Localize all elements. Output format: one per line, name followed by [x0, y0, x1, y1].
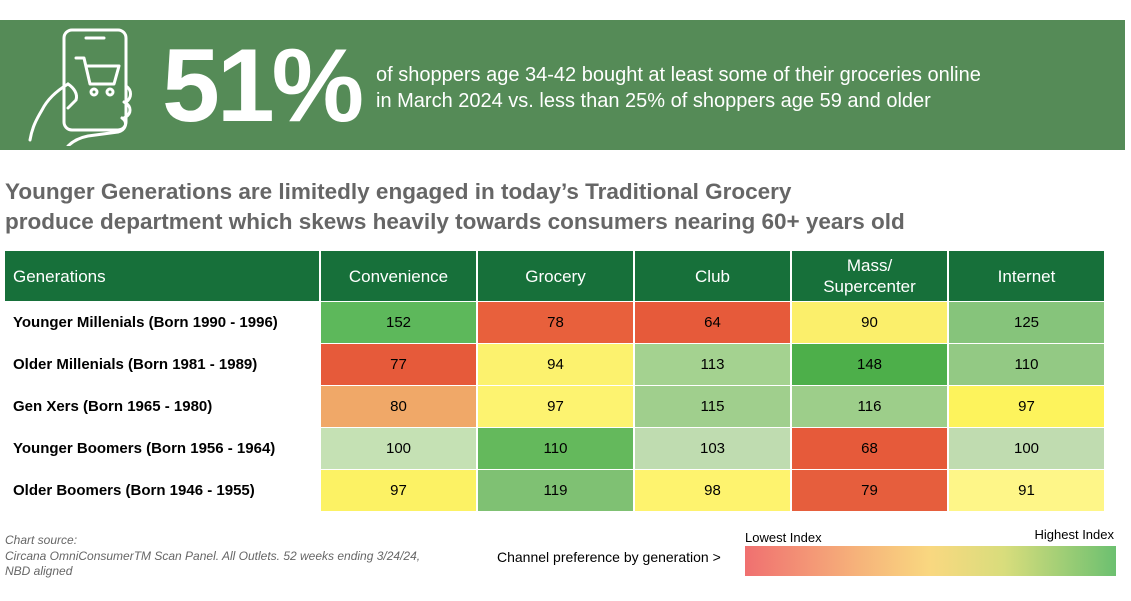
- value-cell: 77: [321, 344, 476, 385]
- value-cell: 152: [321, 302, 476, 343]
- title: Younger Generations are limitedly engage…: [5, 177, 905, 237]
- value-cell: 91: [949, 470, 1104, 511]
- value-cell: 115: [635, 386, 790, 427]
- phone-icon: [28, 28, 132, 146]
- row: Younger Boomers (Born 1956 - 1964) 100 110…: [5, 428, 1104, 469]
- value-cell: 78: [478, 302, 633, 343]
- banner: 51% of shoppers age 34-42 bought at leas…: [0, 20, 1125, 150]
- header-cell: Generations: [5, 251, 319, 301]
- header-cell: Mass/ Supercenter: [792, 251, 947, 301]
- row-label: Younger Boomers (Born 1956 - 1964): [13, 440, 276, 457]
- row-label: Older Millenials (Born 1981 - 1989): [13, 356, 258, 373]
- source-line: Chart source:: [5, 533, 78, 547]
- value-cell: 68: [792, 428, 947, 469]
- heatmap-table: Generations Convenience Grocery Club Mass/ S…: [3, 250, 1106, 512]
- row: Gen Xers (Born 1965 - 1980) 80 97 115 116 97: [5, 386, 1104, 427]
- source-line: Circana OmniConsumerTM Scan Panel. All O…: [5, 548, 421, 563]
- row: Older Boomers (Born 1946 - 1955) 97 119 98 7…: [5, 470, 1104, 511]
- value-cell: 97: [321, 470, 476, 511]
- row: Older Millenials (Born 1981 - 1989) 77 94 1…: [5, 344, 1104, 385]
- row-label: Gen Xers (Born 1965 - 1980): [13, 398, 213, 415]
- legend-gradient: [745, 546, 1116, 576]
- title-line: produce department which skews heavily t…: [5, 209, 905, 234]
- value-cell: 64: [635, 302, 790, 343]
- source: Chart source: Circana OmniConsumerTM Sca…: [5, 533, 420, 580]
- legend-caption: Channel preference by generation >: [497, 549, 721, 565]
- header-cell: Club: [635, 251, 790, 301]
- value-cell: 80: [321, 386, 476, 427]
- row-label: Younger Millenials (Born 1990 - 1996): [13, 314, 278, 331]
- value-cell: 97: [949, 386, 1104, 427]
- value-cell: 79: [792, 470, 947, 511]
- title-line: Younger Generations are limitedly engage…: [5, 179, 792, 204]
- value-cell: 110: [478, 428, 633, 469]
- legend-high: Highest Index: [1034, 527, 1115, 542]
- row: Younger Millenials (Born 1990 - 1996) 152…: [5, 302, 1104, 343]
- big-stat: 51%: [162, 28, 364, 144]
- legend-low: Lowest Index: [745, 530, 822, 545]
- value-cell: 100: [949, 428, 1104, 469]
- value-cell: 125: [949, 302, 1104, 343]
- value-cell: 94: [478, 344, 633, 385]
- value-cell: 90: [792, 302, 947, 343]
- header-row: Generations Convenience Grocery Club Mass/ S…: [5, 251, 1104, 301]
- source-line: NBD aligned: [5, 564, 73, 578]
- value-cell: 97: [478, 386, 633, 427]
- value-cell: 103: [635, 428, 790, 469]
- value-cell: 148: [792, 344, 947, 385]
- header-cell: Internet: [949, 251, 1104, 301]
- banner-line: in March 2024 vs. less than 25% of shopp…: [376, 90, 931, 112]
- banner-line: of shoppers age 34-42 bought at least so…: [376, 64, 981, 86]
- header-cell: Convenience: [321, 251, 476, 301]
- row-label: Older Boomers (Born 1946 - 1955): [13, 482, 255, 499]
- value-cell: 113: [635, 344, 790, 385]
- value-cell: 100: [321, 428, 476, 469]
- header-cell: Grocery: [478, 251, 633, 301]
- value-cell: 119: [478, 470, 633, 511]
- banner-text: of shoppers age 34-42 bought at least so…: [376, 62, 981, 114]
- value-cell: 116: [792, 386, 947, 427]
- value-cell: 110: [949, 344, 1104, 385]
- value-cell: 98: [635, 470, 790, 511]
